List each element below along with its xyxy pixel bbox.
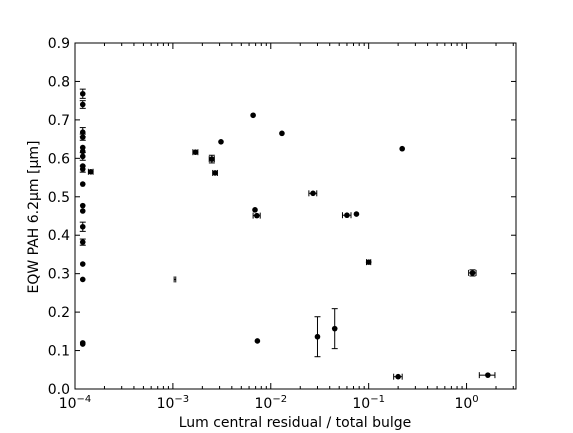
point-marker <box>365 259 372 265</box>
point-marker <box>79 90 86 97</box>
data-point <box>79 341 86 347</box>
data-point <box>79 88 86 99</box>
data-point <box>314 316 321 358</box>
point-marker <box>485 372 491 378</box>
data-point <box>79 144 86 151</box>
point-marker <box>79 181 86 187</box>
point-marker <box>314 333 321 340</box>
point-marker <box>79 223 86 230</box>
data-point <box>79 221 86 232</box>
y-tick-label: 0.9 <box>48 36 70 52</box>
point-marker <box>79 202 86 209</box>
data-point <box>79 100 86 109</box>
point-marker <box>353 211 360 217</box>
axis-ticks: 0.0 0.1 0.2 0.3 0.4 0.5 0.6 0.7 0.8 0.9 10−4 10−3 10… <box>48 36 516 412</box>
data-point <box>478 372 496 379</box>
x-tick-label: 10−4 <box>59 394 92 412</box>
point-marker <box>79 341 86 347</box>
point-marker <box>79 239 86 245</box>
point-marker <box>310 190 316 197</box>
data-point <box>399 145 405 152</box>
data-point <box>79 165 86 173</box>
data-point <box>250 112 256 119</box>
axis-labels: Lum central residual / total bulge EQW P… <box>26 141 411 432</box>
data-point <box>252 207 258 213</box>
data-point <box>173 276 177 283</box>
point-marker <box>79 101 86 108</box>
point-marker <box>254 338 261 344</box>
point-marker <box>79 261 86 267</box>
data-point <box>254 338 261 344</box>
x-tick-label: 10−2 <box>254 394 287 412</box>
data-point <box>393 373 403 380</box>
x-tick-label: 10−3 <box>157 394 190 412</box>
plot-frame <box>74 42 517 390</box>
data-point <box>218 139 224 145</box>
data-point <box>468 269 477 277</box>
y-tick-label: 0.7 <box>48 113 70 129</box>
point-marker <box>79 153 86 160</box>
point-marker <box>79 144 86 151</box>
point-marker <box>79 134 86 140</box>
y-tick-label: 0.2 <box>48 305 70 321</box>
point-marker <box>395 373 401 380</box>
point-marker <box>344 212 350 219</box>
point-marker <box>399 145 405 152</box>
data-point <box>79 181 86 187</box>
y-tick-label: 0.8 <box>48 74 70 90</box>
data-point <box>79 208 86 214</box>
y-tick-label: 0.5 <box>48 190 70 206</box>
data-point <box>79 276 86 283</box>
data-point <box>212 169 218 176</box>
point-marker <box>79 166 86 172</box>
data-point <box>353 211 360 217</box>
y-axis-label: EQW PAH 6.2μm [μm] <box>26 141 42 294</box>
data-point <box>208 154 215 164</box>
y-tick-label: 0.6 <box>48 151 70 167</box>
y-tick-label: 0.1 <box>48 344 70 360</box>
point-marker <box>469 270 476 276</box>
x-tick-label: 10−1 <box>352 394 385 412</box>
data-point <box>87 168 94 175</box>
point-marker <box>250 112 256 119</box>
data-point <box>79 133 86 141</box>
point-marker <box>192 149 199 155</box>
axes <box>74 42 517 390</box>
y-tick-label: 0.4 <box>48 228 70 244</box>
point-marker <box>252 207 258 213</box>
point-marker <box>87 168 94 175</box>
data-point <box>331 308 338 350</box>
y-tick-label: 0.0 <box>48 382 70 398</box>
point-marker <box>254 212 260 219</box>
point-marker <box>79 276 86 283</box>
point-marker <box>209 156 215 162</box>
point-marker <box>331 325 338 332</box>
x-axis-label: Lum central residual / total bulge <box>179 415 412 431</box>
data-point <box>79 202 86 209</box>
point-marker <box>79 129 86 135</box>
x-tick-label: 100 <box>454 394 478 412</box>
point-marker <box>218 139 224 145</box>
y-tick-label: 0.3 <box>48 267 70 283</box>
data-point <box>308 190 318 197</box>
point-marker <box>79 208 86 214</box>
data-point <box>365 259 372 266</box>
point-marker <box>279 130 285 137</box>
data-point <box>252 212 261 219</box>
data-point <box>79 152 86 161</box>
data-point <box>79 238 86 246</box>
data-point <box>341 212 352 219</box>
point-marker <box>212 170 218 176</box>
data-point <box>79 261 86 267</box>
data-points <box>79 88 496 380</box>
data-point <box>279 130 285 137</box>
data-point <box>192 149 199 156</box>
